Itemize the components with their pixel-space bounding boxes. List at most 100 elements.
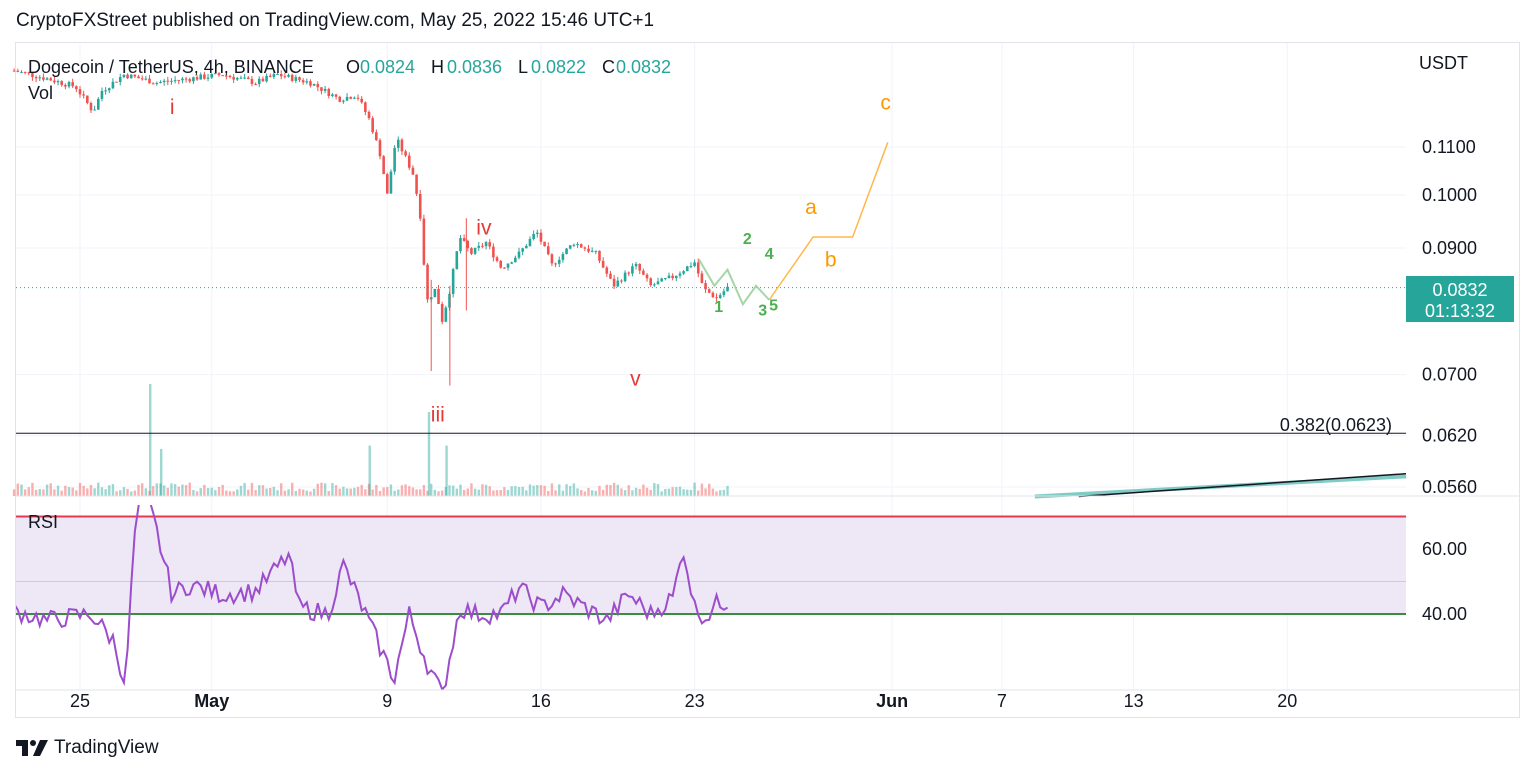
candle — [554, 262, 557, 268]
candle — [579, 243, 583, 248]
candle-body — [331, 94, 334, 97]
candle-body — [254, 83, 257, 85]
candle-body — [543, 241, 546, 247]
candle — [718, 292, 722, 299]
volume-bar — [23, 489, 27, 496]
volume-bar — [97, 482, 100, 496]
volume-bar — [422, 485, 426, 496]
candle-body — [400, 139, 404, 152]
volume-bar — [660, 491, 663, 496]
candle-body — [488, 242, 492, 247]
candle-body — [422, 218, 426, 265]
symbol-legend[interactable]: Dogecoin / TetherUS, 4h, BINANCE O 0.082… — [28, 57, 671, 103]
volume-bar — [217, 486, 221, 496]
candle — [298, 76, 301, 83]
candle-body — [126, 74, 129, 79]
volume-bar — [726, 485, 729, 496]
candle-body — [459, 238, 462, 252]
candle-body — [45, 78, 49, 80]
candle — [440, 301, 444, 325]
candle-body — [660, 278, 663, 282]
volume-bar — [517, 487, 521, 496]
volume-label[interactable]: Vol — [28, 83, 53, 103]
candle-body — [148, 78, 151, 84]
candle-body — [298, 77, 301, 81]
candle — [144, 76, 148, 81]
volume-bar — [159, 483, 162, 496]
candle — [393, 145, 396, 175]
volume-bar — [492, 490, 495, 496]
candle-body — [484, 242, 488, 247]
candle-body — [305, 81, 309, 83]
candle — [517, 247, 521, 260]
candle-body — [598, 250, 601, 261]
candle — [510, 261, 513, 265]
rsi-line — [16, 505, 729, 690]
volume-bar — [649, 489, 652, 496]
candle — [492, 243, 495, 262]
candle-body — [664, 278, 667, 280]
close-label: C — [602, 57, 615, 77]
volume-bar — [645, 487, 649, 496]
volume-bar — [426, 490, 429, 496]
volume-bar — [148, 490, 151, 496]
x-tick-label: 13 — [1124, 691, 1144, 711]
candle — [609, 270, 612, 280]
candle — [499, 259, 503, 269]
wave-projection-orange — [768, 142, 889, 301]
tradingview-brand[interactable]: TradingView — [16, 737, 159, 759]
candle-body — [634, 263, 638, 267]
close-value: 0.0832 — [616, 57, 671, 77]
candle — [64, 83, 67, 90]
symbol-pair[interactable]: Dogecoin / TetherUS, 4h, BINANCE — [28, 57, 314, 77]
candle-body — [353, 97, 356, 99]
volume-bar — [514, 486, 517, 496]
candle — [642, 268, 645, 276]
candle — [689, 262, 693, 269]
candle — [671, 273, 674, 281]
volume-bar — [269, 488, 272, 496]
candle — [525, 244, 528, 249]
candle-body — [38, 77, 42, 79]
volume-bar — [444, 487, 448, 496]
volume-bar — [605, 484, 608, 496]
volume-bar — [93, 488, 96, 496]
volume-bar — [466, 488, 469, 496]
candle-body — [451, 269, 455, 294]
volume-bar — [155, 483, 159, 496]
volume-bar — [400, 485, 404, 496]
candle — [42, 73, 45, 82]
candle-body — [20, 71, 23, 73]
candle — [75, 85, 78, 93]
candle-body — [473, 247, 477, 254]
volume-bar — [587, 487, 590, 496]
volume-bar — [451, 485, 455, 496]
candle-body — [195, 77, 199, 80]
rsi-label[interactable]: RSI — [28, 512, 58, 532]
candle-body — [404, 151, 407, 156]
volume-bar — [133, 490, 137, 496]
candle-body — [649, 278, 652, 286]
candle — [572, 243, 576, 247]
fib-level-label[interactable]: 0.382(0.0623) — [1280, 415, 1392, 435]
candle-body — [228, 75, 232, 77]
candle-body — [455, 251, 459, 270]
low-value: 0.0822 — [531, 57, 586, 77]
volume-bar — [122, 487, 126, 496]
candle-body — [506, 263, 510, 268]
volume-bar — [162, 485, 166, 496]
candle-body — [510, 262, 513, 264]
volume-bar — [272, 486, 276, 496]
candle — [353, 96, 356, 100]
rsi-band — [16, 516, 1406, 614]
volume-bar — [583, 491, 587, 496]
candle-body — [232, 76, 235, 80]
candle-body — [656, 281, 660, 285]
candle-body — [356, 97, 360, 99]
candle — [316, 81, 320, 92]
volume-bar — [49, 483, 52, 496]
volume-bar — [437, 491, 440, 496]
candle-body — [572, 244, 576, 246]
candle — [594, 250, 598, 255]
